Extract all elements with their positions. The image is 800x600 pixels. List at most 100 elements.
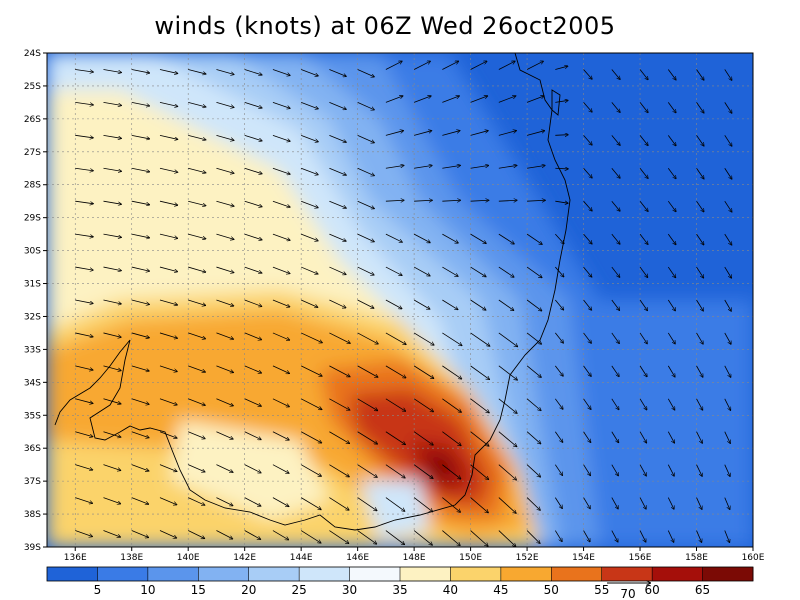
- wind-vector: [131, 102, 150, 105]
- wind-vector: [611, 200, 620, 211]
- wind-vector: [103, 102, 121, 105]
- wind-vector: [103, 299, 121, 304]
- wind-vector: [244, 200, 262, 206]
- wind-vector: [555, 168, 568, 169]
- wind-vector: [244, 233, 262, 240]
- wind-vector: [216, 134, 233, 140]
- wind-vector: [696, 168, 704, 178]
- wind-vector: [216, 530, 232, 539]
- wind-vector: [272, 167, 290, 174]
- wind-vector: [611, 299, 620, 310]
- wind-vector: [385, 131, 403, 136]
- wind-vector: [75, 69, 93, 71]
- wind-vector: [301, 69, 318, 75]
- wind-vector: [188, 167, 205, 172]
- colorbar-label: 60: [645, 583, 660, 597]
- lat-label: 28S: [24, 181, 41, 191]
- colorbar-swatch: [47, 567, 98, 581]
- wind-vector: [385, 365, 406, 378]
- wind-vector: [470, 165, 489, 169]
- lat-label: 35S: [24, 411, 41, 421]
- wind-vector: [300, 464, 321, 476]
- wind-vector: [442, 96, 459, 103]
- wind-vector: [159, 266, 177, 272]
- wind-vector: [329, 233, 346, 241]
- wind-vector: [272, 233, 290, 240]
- colorbar-swatch: [198, 567, 250, 581]
- wind-vector: [498, 530, 516, 547]
- wind-vector: [216, 365, 233, 373]
- wind-vector: [583, 135, 592, 145]
- wind-vector: [301, 134, 318, 141]
- lon-label: 140E: [177, 553, 200, 563]
- wind-vector: [329, 69, 346, 76]
- wind-vector: [470, 464, 489, 480]
- wind-vector: [555, 135, 568, 136]
- colorbar-swatch: [500, 567, 552, 581]
- wind-vector: [611, 233, 620, 244]
- wind-vector: [724, 233, 732, 245]
- lon-label: 138E: [120, 553, 143, 563]
- wind-vector: [75, 530, 92, 537]
- wind-vector: [357, 233, 374, 241]
- colorbar-label: 5: [94, 583, 102, 597]
- wind-vector: [103, 431, 120, 437]
- wind-vector: [75, 497, 92, 504]
- wind-vector: [244, 365, 262, 373]
- wind-vector: [159, 530, 176, 538]
- wind-vector: [442, 365, 461, 379]
- wind-vector: [498, 200, 517, 201]
- wind-vector: [611, 431, 619, 443]
- wind-vector: [470, 332, 490, 346]
- colorbar-swatch: [248, 567, 300, 581]
- wind-vector: [667, 332, 675, 344]
- lat-label: 27S: [24, 148, 41, 158]
- wind-vector: [526, 131, 544, 136]
- wind-vector: [244, 464, 261, 473]
- wind-vector: [159, 431, 177, 438]
- wind-vector: [216, 200, 233, 206]
- wind-vector: [442, 464, 460, 479]
- wind-vector: [498, 61, 515, 70]
- wind-vector: [357, 464, 377, 478]
- wind-vector: [611, 530, 618, 542]
- wind-vector: [724, 530, 730, 543]
- wind-vector: [357, 497, 377, 511]
- wind-vector: [216, 464, 232, 473]
- wind-speed-shading: [47, 53, 753, 547]
- wind-vector: [639, 332, 647, 344]
- wind-vector: [188, 299, 205, 305]
- wind-vector: [583, 266, 592, 277]
- wind-vector: [470, 61, 487, 70]
- wind-vector: [131, 69, 150, 72]
- wind-vector: [555, 266, 563, 277]
- wind-vector: [639, 200, 648, 211]
- wind-vector: [216, 233, 233, 239]
- wind-vector: [583, 464, 591, 476]
- wind-vector: [188, 464, 204, 472]
- lat-label: 31S: [24, 280, 41, 290]
- wind-vector: [667, 464, 674, 476]
- lat-label: 29S: [24, 214, 41, 224]
- wind-vector: [611, 464, 618, 476]
- lat-label: 32S: [24, 312, 41, 322]
- wind-vector: [329, 299, 345, 308]
- wind-vector: [329, 266, 345, 274]
- wind-vector: [75, 102, 93, 104]
- wind-vector: [498, 497, 516, 513]
- wind-vector: [498, 332, 518, 347]
- wind-vector: [216, 398, 233, 406]
- wind-vector: [667, 431, 674, 443]
- wind-vector: [696, 464, 703, 476]
- wind-vector: [244, 102, 262, 107]
- wind-vector: [696, 102, 704, 112]
- wind-vector: [555, 365, 563, 376]
- wind-vector: [639, 464, 646, 476]
- wind-vector: [470, 96, 488, 103]
- wind-vector: [498, 165, 517, 169]
- wind-vector: [188, 69, 205, 73]
- wind-vector: [301, 200, 318, 207]
- wind-vector: [667, 266, 675, 277]
- wind-vector: [696, 365, 703, 377]
- wind-vector: [272, 431, 289, 440]
